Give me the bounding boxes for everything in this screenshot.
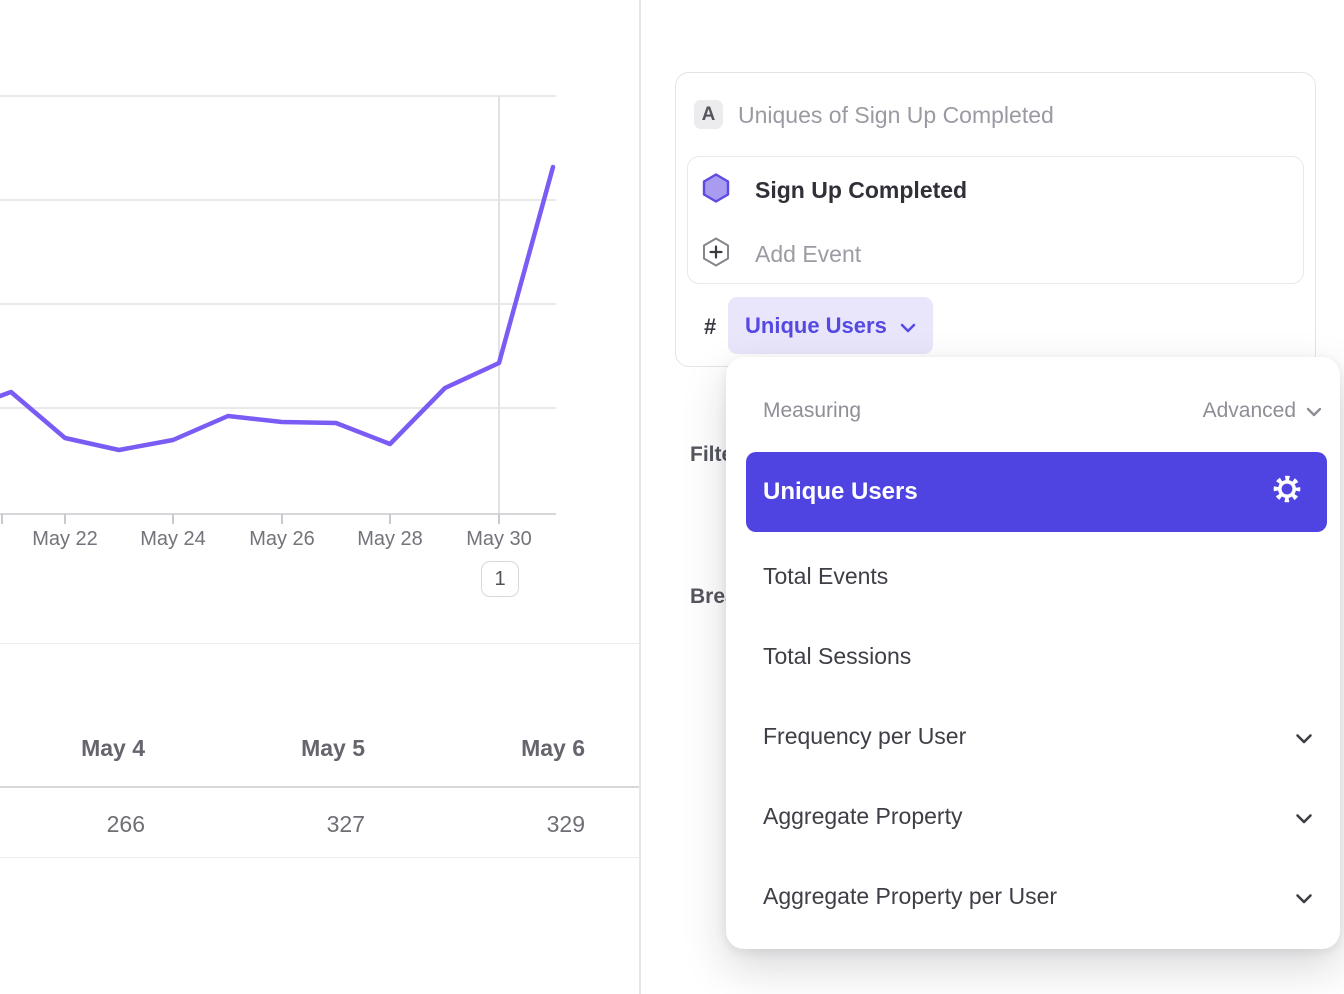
table-top-border [0, 643, 640, 644]
event-row[interactable]: Sign Up Completed [702, 172, 968, 208]
line-chart[interactable]: May 22 May 24 May 26 May 28 May 30 [0, 0, 640, 556]
table-value-may5: 327 [326, 811, 365, 837]
x-axis-label: May 30 [466, 528, 532, 550]
advanced-mode-label: Advanced [1202, 399, 1296, 422]
x-axis-label: May 24 [140, 528, 206, 550]
series-title: Uniques of Sign Up Completed [738, 102, 1054, 128]
menu-item-aggregate-property-per-user[interactable]: Aggregate Property per User [726, 856, 1340, 936]
advanced-mode-selector[interactable]: Advanced [1203, 399, 1322, 423]
add-event-label: Add Event [755, 240, 862, 267]
menu-item-label: Aggregate Property per User [763, 882, 1058, 909]
chevron-down-icon [1295, 723, 1313, 750]
measuring-label: Measuring [763, 399, 862, 422]
measure-symbol: # [704, 314, 717, 339]
measure-chip-label: Unique Users [745, 312, 887, 338]
menu-item-label: Total Events [763, 562, 889, 589]
add-event-button[interactable]: Add Event [702, 237, 861, 271]
chevron-down-icon [900, 313, 916, 339]
series-line [0, 164, 556, 453]
pane-divider [639, 0, 641, 994]
menu-item-total-events[interactable]: Total Events [726, 536, 1340, 616]
table-header-may4: May 4 [81, 735, 145, 761]
table-value-may6: 329 [546, 811, 585, 837]
add-event-icon [702, 237, 730, 272]
query-builder-card: A Uniques of Sign Up Completed Sign Up C… [675, 72, 1316, 367]
measuring-dropdown: Measuring Advanced Unique Users Total [726, 357, 1340, 949]
menu-item-label: Unique Users [763, 478, 918, 505]
chevron-down-icon [1295, 883, 1313, 910]
event-hexagon-icon [702, 172, 730, 208]
table-value-may4: 266 [106, 811, 145, 837]
menu-item-aggregate-property[interactable]: Aggregate Property [726, 776, 1340, 856]
table-bottom-border [0, 857, 640, 858]
table-header-divider [0, 786, 640, 788]
menu-item-unique-users[interactable]: Unique Users [746, 452, 1327, 532]
x-axis-label: May 22 [32, 528, 98, 550]
menu-item-frequency-per-user[interactable]: Frequency per User [726, 696, 1340, 776]
x-axis-label: May 28 [357, 528, 423, 550]
event-card: Sign Up Completed Add Event [687, 156, 1304, 284]
measure-chip[interactable]: Unique Users [728, 297, 933, 354]
menu-item-total-sessions[interactable]: Total Sessions [726, 616, 1340, 696]
gear-icon[interactable] [1271, 473, 1303, 512]
chevron-down-icon [1306, 399, 1322, 423]
menu-item-label: Total Sessions [763, 642, 912, 669]
menu-item-label: Frequency per User [763, 722, 967, 749]
series-letter-badge[interactable]: A [694, 100, 723, 129]
x-axis-label: May 26 [249, 528, 315, 550]
annotation-badge[interactable]: 1 [481, 561, 519, 597]
table-header-may6: May 6 [521, 735, 585, 761]
menu-item-label: Aggregate Property [763, 802, 963, 829]
dropdown-header: Measuring Advanced [763, 371, 1322, 451]
table-header-may5: May 5 [301, 735, 365, 761]
chevron-down-icon [1295, 803, 1313, 830]
event-name: Sign Up Completed [755, 176, 968, 203]
